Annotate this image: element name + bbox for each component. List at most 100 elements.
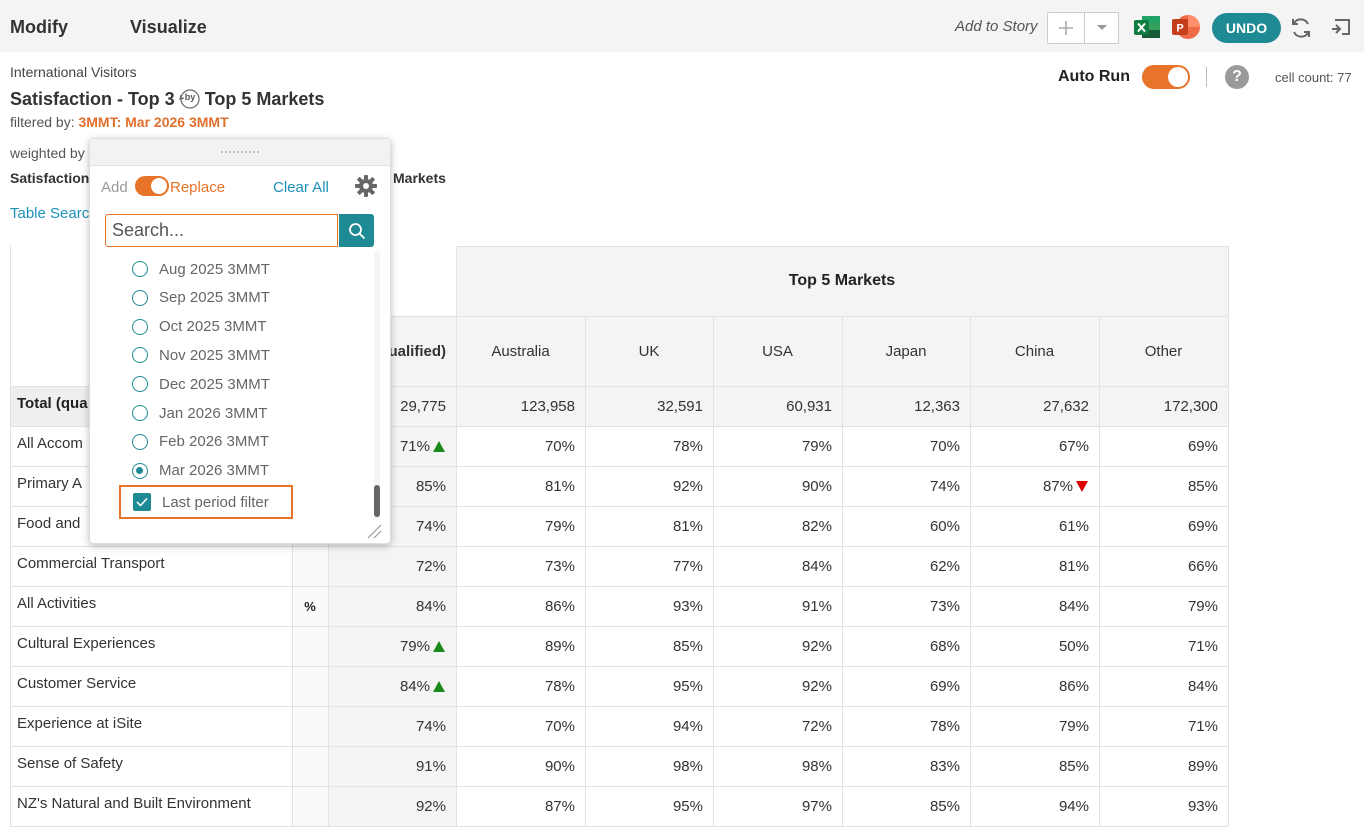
table-cell[interactable]: 78% xyxy=(456,666,585,706)
table-cell[interactable]: 94% xyxy=(585,706,713,746)
row-label[interactable]: Experience at iSite xyxy=(17,715,143,732)
filter-option[interactable]: Mar 2026 3MMT xyxy=(132,459,269,483)
table-cell[interactable]: 74% xyxy=(842,466,970,506)
row-label[interactable]: Primary A xyxy=(17,475,83,492)
table-cell[interactable]: 74% xyxy=(328,706,456,746)
table-cell[interactable]: 85% xyxy=(585,626,713,666)
powerpoint-icon[interactable]: P xyxy=(1171,14,1201,40)
table-cell[interactable]: 92% xyxy=(713,626,842,666)
table-cell[interactable]: 94% xyxy=(970,786,1099,826)
table-cell[interactable]: 79% xyxy=(713,426,842,466)
undo-button[interactable]: UNDO xyxy=(1212,13,1281,43)
filter-option[interactable]: Aug 2025 3MMT xyxy=(132,257,270,281)
table-cell[interactable]: 71% xyxy=(328,426,456,466)
auto-run-toggle[interactable] xyxy=(1142,65,1190,89)
table-cell[interactable]: 81% xyxy=(585,506,713,546)
column-header[interactable]: UK xyxy=(638,342,660,360)
table-cell[interactable]: 79% xyxy=(456,506,585,546)
table-cell[interactable]: 71% xyxy=(1099,706,1228,746)
table-cell[interactable]: 27,632 xyxy=(970,386,1099,426)
table-cell[interactable]: 68% xyxy=(842,626,970,666)
table-cell[interactable]: 92% xyxy=(713,666,842,706)
drag-handle[interactable] xyxy=(90,139,390,166)
table-cell[interactable]: 32,591 xyxy=(585,386,713,426)
table-cell[interactable]: 78% xyxy=(585,426,713,466)
resize-icon[interactable] xyxy=(366,523,382,539)
table-cell[interactable]: 79% xyxy=(328,626,456,666)
filter-option[interactable]: Nov 2025 3MMT xyxy=(132,343,270,367)
scrollbar-thumb[interactable] xyxy=(374,485,380,517)
table-cell[interactable]: 92% xyxy=(585,466,713,506)
table-cell[interactable]: 67% xyxy=(970,426,1099,466)
last-period-filter-option[interactable]: Last period filter xyxy=(119,485,293,519)
table-cell[interactable]: 92% xyxy=(328,786,456,826)
row-label[interactable]: Food and xyxy=(17,515,81,532)
table-cell[interactable]: 98% xyxy=(585,746,713,786)
table-cell[interactable]: 69% xyxy=(1099,426,1228,466)
radio-button[interactable] xyxy=(132,405,148,421)
table-cell[interactable]: 90% xyxy=(713,466,842,506)
row-label[interactable]: All Accom xyxy=(17,435,83,452)
table-cell[interactable]: 95% xyxy=(585,786,713,826)
row-label[interactable]: Total (qua xyxy=(17,395,88,412)
table-cell[interactable]: 87% xyxy=(970,466,1099,506)
help-icon[interactable]: ? xyxy=(1225,65,1249,89)
table-cell[interactable]: 84% xyxy=(713,546,842,586)
filter-option[interactable]: Feb 2026 3MMT xyxy=(132,430,269,454)
table-cell[interactable]: 84% xyxy=(1099,666,1228,706)
table-cell[interactable]: 70% xyxy=(456,706,585,746)
radio-button[interactable] xyxy=(132,433,148,450)
filter-option[interactable]: Dec 2025 3MMT xyxy=(132,372,270,396)
add-to-story-button[interactable] xyxy=(1048,13,1085,43)
column-header[interactable]: ualified) xyxy=(388,342,446,360)
table-cell[interactable]: 69% xyxy=(1099,506,1228,546)
table-cell[interactable]: 86% xyxy=(456,586,585,626)
column-header[interactable]: China xyxy=(1014,342,1055,360)
row-label[interactable]: NZ's Natural and Built Environment xyxy=(17,795,251,812)
radio-button[interactable] xyxy=(132,289,148,306)
table-cell[interactable]: 74% xyxy=(328,506,456,546)
table-cell[interactable]: 73% xyxy=(456,546,585,586)
table-cell[interactable]: 62% xyxy=(842,546,970,586)
table-cell[interactable]: 72% xyxy=(328,546,456,586)
table-cell[interactable]: 82% xyxy=(713,506,842,546)
table-cell[interactable]: 29,775 xyxy=(328,386,456,426)
table-cell[interactable]: 79% xyxy=(970,706,1099,746)
table-cell[interactable]: 79% xyxy=(1099,586,1228,626)
table-cell[interactable]: 50% xyxy=(970,626,1099,666)
table-cell[interactable]: 93% xyxy=(585,586,713,626)
table-cell[interactable]: 95% xyxy=(585,666,713,706)
table-cell[interactable]: 72% xyxy=(713,706,842,746)
search-input[interactable] xyxy=(106,215,334,246)
radio-button[interactable] xyxy=(132,347,148,364)
story-dropdown-button[interactable] xyxy=(1085,13,1118,43)
table-cell[interactable]: 78% xyxy=(842,706,970,746)
filter-option[interactable]: Oct 2025 3MMT xyxy=(132,315,267,339)
table-cell[interactable]: 123,958 xyxy=(456,386,585,426)
clear-all-link[interactable]: Clear All xyxy=(273,179,329,196)
exit-icon[interactable] xyxy=(1329,16,1353,40)
radio-button[interactable] xyxy=(132,462,148,479)
column-header[interactable]: USA xyxy=(762,342,793,360)
last-period-checkbox[interactable] xyxy=(133,493,151,511)
search-button[interactable] xyxy=(339,214,374,247)
filter-value[interactable]: 3MMT: Mar 2026 3MMT xyxy=(78,114,229,130)
radio-button[interactable] xyxy=(132,318,148,335)
table-cell[interactable]: 69% xyxy=(842,666,970,706)
table-cell[interactable]: 97% xyxy=(713,786,842,826)
refresh-icon[interactable] xyxy=(1289,16,1313,40)
table-cell[interactable]: 85% xyxy=(970,746,1099,786)
table-cell[interactable]: 93% xyxy=(1099,786,1228,826)
options-scrollbar[interactable] xyxy=(374,251,380,519)
table-cell[interactable]: 12,363 xyxy=(842,386,970,426)
table-cell[interactable]: 83% xyxy=(842,746,970,786)
table-cell[interactable]: 85% xyxy=(842,786,970,826)
table-search-link[interactable]: Table Search xyxy=(10,205,98,222)
table-cell[interactable]: 85% xyxy=(328,466,456,506)
column-header[interactable]: Japan xyxy=(885,342,927,360)
table-cell[interactable]: 66% xyxy=(1099,546,1228,586)
table-cell[interactable]: 86% xyxy=(970,666,1099,706)
table-cell[interactable]: 61% xyxy=(970,506,1099,546)
filter-option[interactable]: Sep 2025 3MMT xyxy=(132,286,270,310)
markets-selector[interactable]: Markets xyxy=(393,170,446,186)
